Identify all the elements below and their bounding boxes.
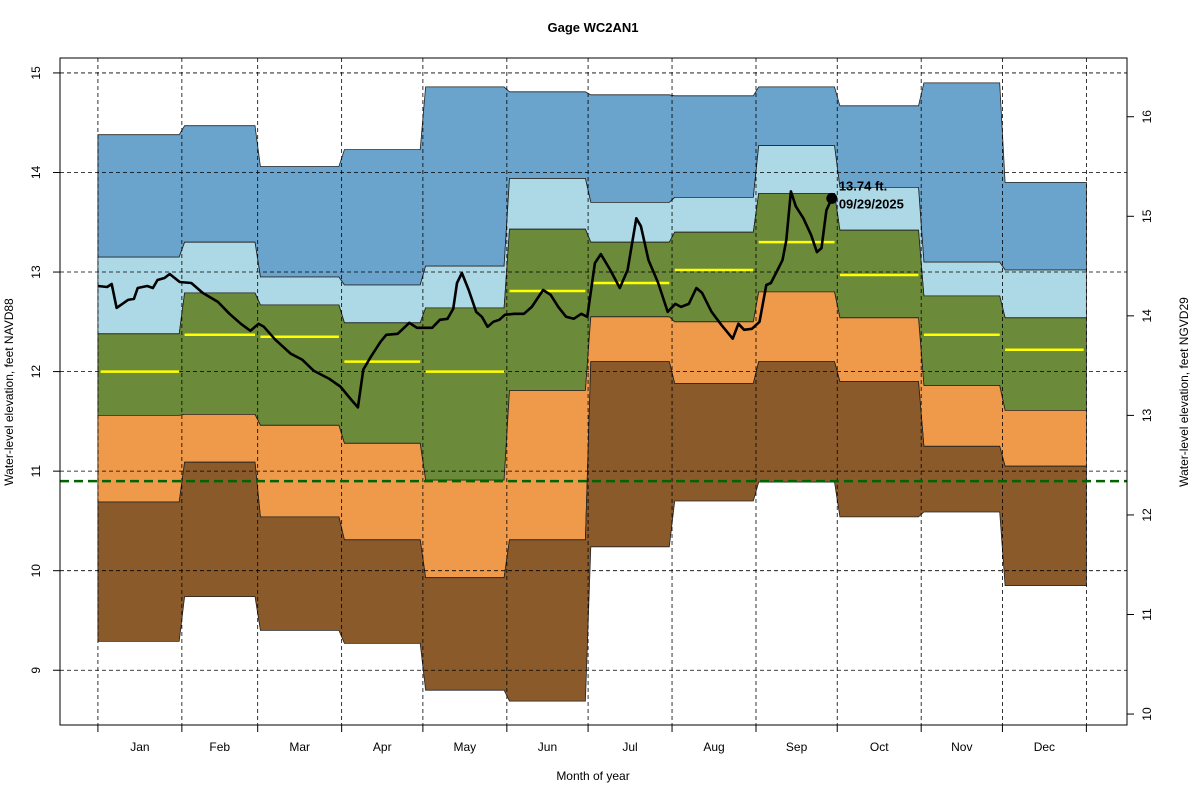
y-tick-label-left: 9	[29, 667, 43, 674]
x-axis-label: Month of year	[556, 769, 629, 783]
x-tick-label-jan: Jan	[130, 740, 149, 754]
y-tick-label-left: 14	[29, 165, 43, 179]
plot-frame	[59, 57, 1128, 726]
y-tick-label-right: 14	[1140, 309, 1154, 323]
y-tick-label-left: 11	[29, 465, 43, 478]
x-tick-label-feb: Feb	[209, 740, 230, 754]
annotation-value: 13.74 ft.	[839, 178, 887, 193]
x-tick-label-mar: Mar	[289, 740, 310, 754]
x-tick-label-may: May	[454, 740, 477, 754]
y-tick-label-right: 15	[1140, 209, 1154, 223]
x-tick-label-dec: Dec	[1034, 740, 1055, 754]
x-tick-label-aug: Aug	[703, 740, 724, 754]
y-tick-label-right: 16	[1140, 110, 1154, 124]
axes: 9 10 11 12 13 14 15 10 11 12 13 14 15 16 Jan Feb Mar Apr M…	[29, 66, 1154, 754]
annotation-date: 09/29/2025	[839, 196, 904, 211]
y-tick-label-left: 10	[29, 564, 43, 578]
x-tick-label-apr: Apr	[373, 740, 392, 754]
x-tick-label-nov: Nov	[951, 740, 972, 754]
chart-title: Gage WC2AN1	[547, 20, 638, 35]
y-axis-label-right: Water-level elevation, feet NGVD29	[1177, 297, 1191, 487]
x-tick-label-jul: Jul	[622, 740, 637, 754]
y-tick-label-right: 10	[1140, 707, 1154, 721]
y-tick-label-left: 15	[29, 66, 43, 80]
y-axis-label-left: Water-level elevation, feet NAVD88	[2, 298, 16, 486]
x-tick-label-jun: Jun	[538, 740, 557, 754]
y-tick-label-right: 13	[1140, 408, 1154, 422]
latest-value-marker	[826, 192, 838, 204]
y-tick-label-right: 11	[1140, 608, 1154, 621]
y-tick-label-right: 12	[1140, 508, 1154, 522]
y-tick-label-left: 13	[29, 265, 43, 279]
daily-water-level-line	[97, 190, 833, 409]
percentile-bands	[97, 82, 1087, 702]
x-tick-label-oct: Oct	[870, 740, 889, 754]
y-tick-label-left: 12	[29, 365, 43, 379]
x-tick-label-sep: Sep	[786, 740, 808, 754]
